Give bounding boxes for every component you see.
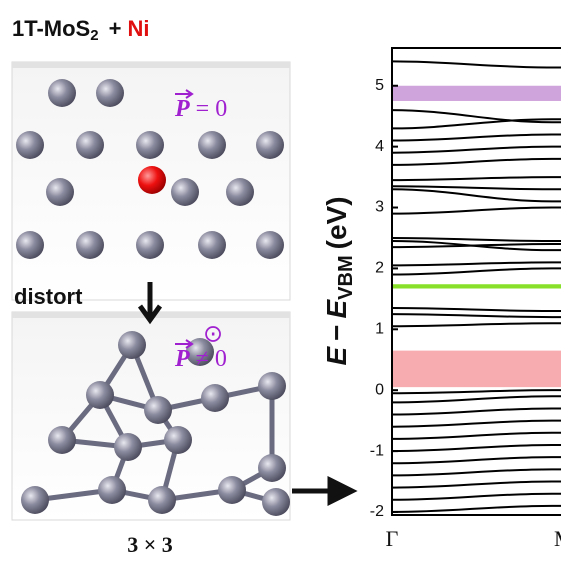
mo-atom [21, 486, 49, 514]
band-line [392, 421, 561, 427]
band-line [392, 262, 561, 265]
supercell-label: 3 × 3 [127, 532, 173, 557]
mo-atom [171, 178, 199, 206]
mo-atom [256, 231, 284, 259]
band-line [392, 408, 561, 414]
pointer-arrow [292, 480, 352, 502]
mo-atom [86, 381, 114, 409]
mo-atom [144, 396, 172, 424]
transition-label: distort [14, 284, 83, 309]
page: {"title": {"material": "1T-MoS", "subscr… [0, 0, 561, 562]
mo-atom [96, 79, 124, 107]
mo-atom [114, 433, 142, 461]
mo-atom [164, 426, 192, 454]
band-line [392, 506, 561, 512]
mo-atom [76, 231, 104, 259]
band-line [392, 433, 561, 439]
mo-atom [98, 476, 126, 504]
band-line [392, 134, 561, 140]
mo-atom [226, 178, 254, 206]
mo-atom [76, 131, 104, 159]
band-line [392, 445, 561, 451]
mo-atom [256, 131, 284, 159]
mo-atom [201, 384, 229, 412]
symbol: P [174, 96, 190, 122]
band-line [392, 177, 561, 180]
y-tick-label: 2 [375, 260, 384, 277]
mo-atom [262, 488, 290, 516]
mo-atom [258, 372, 286, 400]
k-point-label: M [554, 526, 561, 551]
relation: ≠ 0 [196, 346, 227, 372]
band-line [392, 482, 561, 488]
band-plot: -2 -1 0 1 2 3 4 5 Γ M [370, 48, 561, 551]
band-line [392, 457, 561, 463]
y-tick-label: -2 [370, 503, 384, 520]
highlight-band [392, 86, 561, 101]
mo-atom [136, 231, 164, 259]
band-line [392, 268, 561, 274]
slab-edge [12, 62, 290, 68]
mo-atom [218, 476, 246, 504]
band-line [392, 119, 561, 128]
y-tick-label: 0 [375, 381, 384, 398]
mo-atom [48, 79, 76, 107]
band-line [392, 159, 561, 165]
band-line [392, 238, 561, 241]
band-line [392, 308, 561, 311]
polarization-label: P≠ 0 [174, 346, 227, 372]
panel-undistorted: P= 0 [12, 62, 290, 300]
band-line [392, 494, 561, 500]
mo-atom [136, 131, 164, 159]
band-line [392, 189, 561, 201]
y-tick-label: 3 [375, 199, 384, 216]
mo-atom [148, 486, 176, 514]
y-tick-label: 5 [375, 77, 384, 94]
mo-atom [198, 231, 226, 259]
plot-area [392, 61, 561, 512]
figure-title: 1T-MoS2+Ni [12, 16, 149, 44]
highlight-band [392, 284, 561, 288]
ni-atom [138, 166, 166, 194]
mo-atom [16, 231, 44, 259]
band-line [392, 469, 561, 475]
mo-atom [118, 331, 146, 359]
k-point-label: Γ [386, 526, 399, 551]
y-tick-label: 1 [375, 321, 384, 338]
mo-atom [198, 131, 226, 159]
relation: = 0 [196, 96, 228, 122]
polarization-label: P= 0 [174, 96, 227, 122]
y-tick-label: 4 [375, 138, 384, 155]
mo-atom [16, 131, 44, 159]
band-line [392, 208, 561, 214]
band-line [392, 186, 561, 189]
figure: 1T-MoS2+Ni P= 0 P≠ 0⊙ distort 3 × 3 E−EV… [0, 0, 561, 562]
direction-symbol: ⊙ [203, 320, 223, 347]
mo-atom [258, 454, 286, 482]
symbol: P [174, 346, 190, 372]
band-line [392, 396, 561, 402]
band-line [392, 323, 561, 326]
band-line [392, 147, 561, 153]
band-line [392, 390, 561, 393]
y-tick-label: -1 [370, 442, 384, 459]
highlight-band [392, 351, 561, 388]
band-line [392, 314, 561, 317]
band-line [392, 61, 561, 67]
panel-distorted: P≠ 0⊙ [12, 312, 290, 520]
mo-atom [48, 426, 76, 454]
y-axis-label: E−EVBM(eV) [321, 196, 357, 365]
mo-atom [46, 178, 74, 206]
